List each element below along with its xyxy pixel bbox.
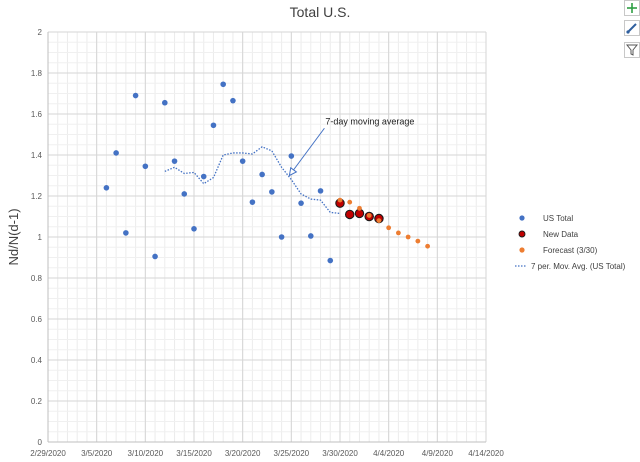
new-data-point xyxy=(344,209,355,220)
us-total-point xyxy=(142,163,149,170)
y-tick-label: 1.2 xyxy=(31,192,43,201)
x-tick-label: 4/4/2020 xyxy=(373,449,405,458)
us-total-point xyxy=(308,233,314,239)
moving-average-annotation: 7-day moving average xyxy=(325,116,414,126)
axes: 0 0.2 0.4 0.6 0.8 1 1.2 1.4 1.6 1.8 2 2/29/2020 3/5/… xyxy=(30,28,504,458)
us-total-point xyxy=(288,153,295,159)
us-total-point xyxy=(259,171,265,178)
forecast-point xyxy=(405,234,411,240)
us-total-point xyxy=(113,150,119,156)
plus-icon xyxy=(627,3,637,13)
forecast-point xyxy=(357,205,362,211)
y-tick-label: 0 xyxy=(38,438,43,447)
us-total-point xyxy=(317,188,324,194)
chart-title: Total U.S. xyxy=(290,4,351,20)
us-total-point xyxy=(298,200,304,206)
us-total-point xyxy=(152,253,158,260)
forecast-point xyxy=(376,218,382,224)
chart-filters-button[interactable] xyxy=(624,42,640,58)
gridlines xyxy=(47,31,487,443)
us-total-point xyxy=(249,199,256,205)
us-total-point xyxy=(103,185,110,191)
forecast-point xyxy=(425,243,430,249)
legend-entry: US Total xyxy=(543,214,573,223)
y-axis-label: Nd/N(d-1) xyxy=(6,208,21,265)
y-tick-label: 0.6 xyxy=(31,315,43,324)
annotation-arrow-line xyxy=(288,127,325,176)
forecast-point xyxy=(347,199,353,205)
plot-area xyxy=(103,81,430,264)
us-total-point xyxy=(123,230,129,236)
chart-styles-button[interactable] xyxy=(624,20,640,36)
y-tick-label: 2 xyxy=(38,28,43,37)
x-tick-label: 4/9/2020 xyxy=(422,449,454,458)
us-total-point xyxy=(181,191,188,197)
x-tick-label: 2/29/2020 xyxy=(30,449,66,458)
y-tick-label: 0.8 xyxy=(31,274,43,283)
us-total-point xyxy=(162,99,168,106)
forecast-point xyxy=(386,225,392,231)
forecast-point xyxy=(337,197,343,203)
x-tick-label: 3/15/2020 xyxy=(176,449,212,458)
us-total-point xyxy=(230,97,236,104)
legend-swatch-dot xyxy=(519,247,525,253)
us-total-point xyxy=(269,189,275,195)
x-tick-label: 3/20/2020 xyxy=(225,449,261,458)
us-total-point xyxy=(171,158,178,164)
legend-swatch-new-data xyxy=(518,230,526,238)
us-total-point xyxy=(200,173,207,180)
annotations: 7-day moving average xyxy=(288,116,414,177)
y-tick-label: 0.2 xyxy=(31,397,43,406)
legend-swatch-dot xyxy=(519,215,525,221)
us-total-point xyxy=(132,92,139,99)
y-tick-label: 1.6 xyxy=(31,110,43,119)
y-tick-label: 1.4 xyxy=(31,151,43,160)
x-tick-label: 3/10/2020 xyxy=(128,449,164,458)
y-tick-label: 1.8 xyxy=(31,69,43,78)
x-tick-label: 3/5/2020 xyxy=(81,449,113,458)
us-total-point xyxy=(327,257,334,264)
forecast-point xyxy=(415,238,421,244)
us-total-point xyxy=(278,234,285,240)
chart-elements-button[interactable] xyxy=(624,0,640,16)
us-total-point xyxy=(210,122,217,129)
y-tick-label: 0.4 xyxy=(31,356,43,365)
us-total-point xyxy=(191,226,197,232)
us-total-point xyxy=(239,158,246,164)
legend-entry: New Data xyxy=(543,230,579,239)
legend-entry: Forecast (3/30) xyxy=(543,246,598,255)
legend-entry: 7 per. Mov. Avg. (US Total) xyxy=(531,262,626,271)
x-tick-label: 3/25/2020 xyxy=(274,449,310,458)
y-tick-label: 1 xyxy=(38,233,43,242)
x-tick-label: 4/14/2020 xyxy=(468,449,504,458)
forecast-point xyxy=(396,230,401,236)
x-tick-label: 3/30/2020 xyxy=(322,449,358,458)
moving-average-line xyxy=(164,146,341,215)
forecast-point xyxy=(366,213,372,218)
legend: US Total New Data Forecast (3/30) 7 per. Mo… xyxy=(515,214,626,271)
annotation-arrow-head xyxy=(288,166,298,177)
paintbrush-icon xyxy=(626,23,637,34)
filter-icon xyxy=(625,44,639,56)
us-total-point xyxy=(220,81,226,88)
